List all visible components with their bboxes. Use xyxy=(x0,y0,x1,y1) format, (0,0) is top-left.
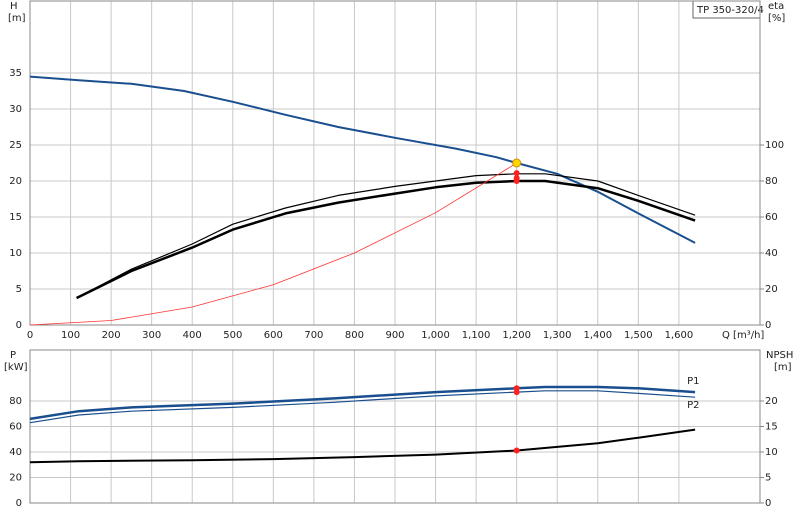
curve xyxy=(29,162,517,326)
chart-title: TP 350-320/4 xyxy=(696,5,764,16)
y-tick-label: 15 xyxy=(9,212,22,223)
curve xyxy=(29,385,696,421)
y-tick-label: 40 xyxy=(9,447,22,458)
y2-tick-label: 20 xyxy=(765,284,778,295)
curve xyxy=(29,390,696,424)
x-tick-label: 1,000 xyxy=(421,330,450,341)
x-axis-title: Q [m³/h] xyxy=(722,330,764,341)
y-tick-label: 25 xyxy=(9,140,22,151)
x-tick-label: 600 xyxy=(264,330,283,341)
curve xyxy=(76,173,696,299)
plot-frame xyxy=(29,0,761,326)
x-tick-label: 1,600 xyxy=(665,330,694,341)
x-tick-label: 700 xyxy=(304,330,323,341)
operating-point xyxy=(513,170,520,177)
x-tick-label: 1,100 xyxy=(462,330,491,341)
operating-point xyxy=(513,178,520,184)
y-tick-label: 80 xyxy=(9,396,22,407)
y-tick-label: 0 xyxy=(16,498,22,509)
curve xyxy=(29,428,696,464)
y2-tick-label: 10 xyxy=(765,447,778,458)
y-tick-label: 20 xyxy=(9,176,22,187)
x-tick-label: 200 xyxy=(102,330,121,341)
x-tick-label: 800 xyxy=(345,330,364,341)
y2-tick-label: 40 xyxy=(765,248,778,259)
y-tick-label: 5 xyxy=(16,284,22,295)
y2-axis-unit: [%] xyxy=(768,13,785,24)
y-tick-label: 20 xyxy=(9,473,22,484)
y-axis-title: P xyxy=(10,350,16,361)
x-tick-label: 1,300 xyxy=(543,330,572,341)
y2-tick-label: 20 xyxy=(765,396,778,407)
y2-tick-label: 80 xyxy=(765,176,778,187)
series-label: P1 xyxy=(687,376,699,387)
x-tick-label: 300 xyxy=(142,330,161,341)
y2-axis-title: eta xyxy=(768,1,784,12)
x-tick-label: 1,500 xyxy=(624,330,653,341)
x-tick-label: 400 xyxy=(183,330,202,341)
x-tick-label: 500 xyxy=(223,330,242,341)
x-tick-label: 1,400 xyxy=(583,330,612,341)
x-tick-label: 1,200 xyxy=(502,330,531,341)
y2-tick-label: 60 xyxy=(765,212,778,223)
y2-tick-label: 5 xyxy=(765,473,771,484)
y2-axis-title: NPSH xyxy=(766,350,793,361)
y-tick-label: 60 xyxy=(9,422,22,433)
operating-point xyxy=(513,447,520,454)
x-tick-label: 100 xyxy=(61,330,80,341)
operating-point xyxy=(513,389,520,396)
y-axis-unit: [kW] xyxy=(4,362,28,373)
y-tick-label: 0 xyxy=(16,320,22,331)
x-tick-label: 0 xyxy=(27,330,33,341)
y-tick-label: 30 xyxy=(9,104,22,115)
y2-tick-label: 15 xyxy=(765,422,778,433)
y-tick-label: 35 xyxy=(9,68,22,79)
y2-tick-label: 0 xyxy=(765,498,771,509)
plot-frame xyxy=(29,349,761,504)
series-label: P2 xyxy=(687,400,699,411)
x-tick-label: 900 xyxy=(385,330,404,341)
y2-axis-unit: [m] xyxy=(774,362,792,373)
y2-tick-label: 0 xyxy=(765,320,771,331)
y-axis-title: H xyxy=(10,1,18,12)
curve xyxy=(76,179,696,300)
operating-point xyxy=(512,158,522,168)
y-tick-label: 10 xyxy=(9,248,22,259)
y-axis-unit: [m] xyxy=(8,13,26,24)
y2-tick-label: 100 xyxy=(765,140,784,151)
